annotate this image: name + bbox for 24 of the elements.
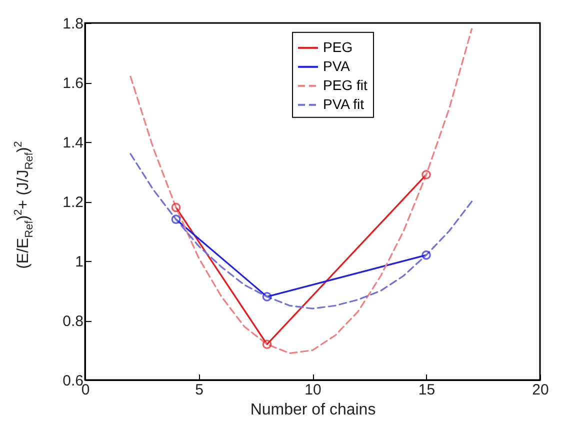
- y-tick-label: 1.2: [62, 194, 84, 211]
- y-tick-label: 1.4: [62, 134, 84, 152]
- line-series: [130, 28, 473, 354]
- point: [262, 340, 272, 349]
- y-tick-label: 1.6: [62, 75, 84, 92]
- legend-label: PVA: [323, 58, 351, 74]
- point: [422, 250, 431, 260]
- point: [262, 292, 272, 302]
- point: [171, 214, 181, 224]
- point: [422, 170, 431, 180]
- y-tick-label: 0.6: [62, 372, 84, 390]
- y-tick-label: 1.8: [62, 16, 84, 32]
- x-tick-label: 5: [195, 382, 204, 398]
- y-tick-label: 0.8: [62, 313, 84, 330]
- legend-label: PEG fit: [323, 76, 368, 93]
- y-tick-label: 1: [75, 254, 84, 270]
- point: [171, 202, 181, 212]
- x-tick-label: 15: [418, 382, 436, 398]
- legend-label: PEG: [323, 38, 353, 55]
- x-tick-label: 20: [532, 382, 549, 398]
- x-tick-label: 10: [304, 382, 322, 398]
- line-series: [130, 153, 473, 310]
- legend-label: PVA fit: [323, 96, 364, 112]
- x-axis-title: Number of chains: [250, 402, 376, 418]
